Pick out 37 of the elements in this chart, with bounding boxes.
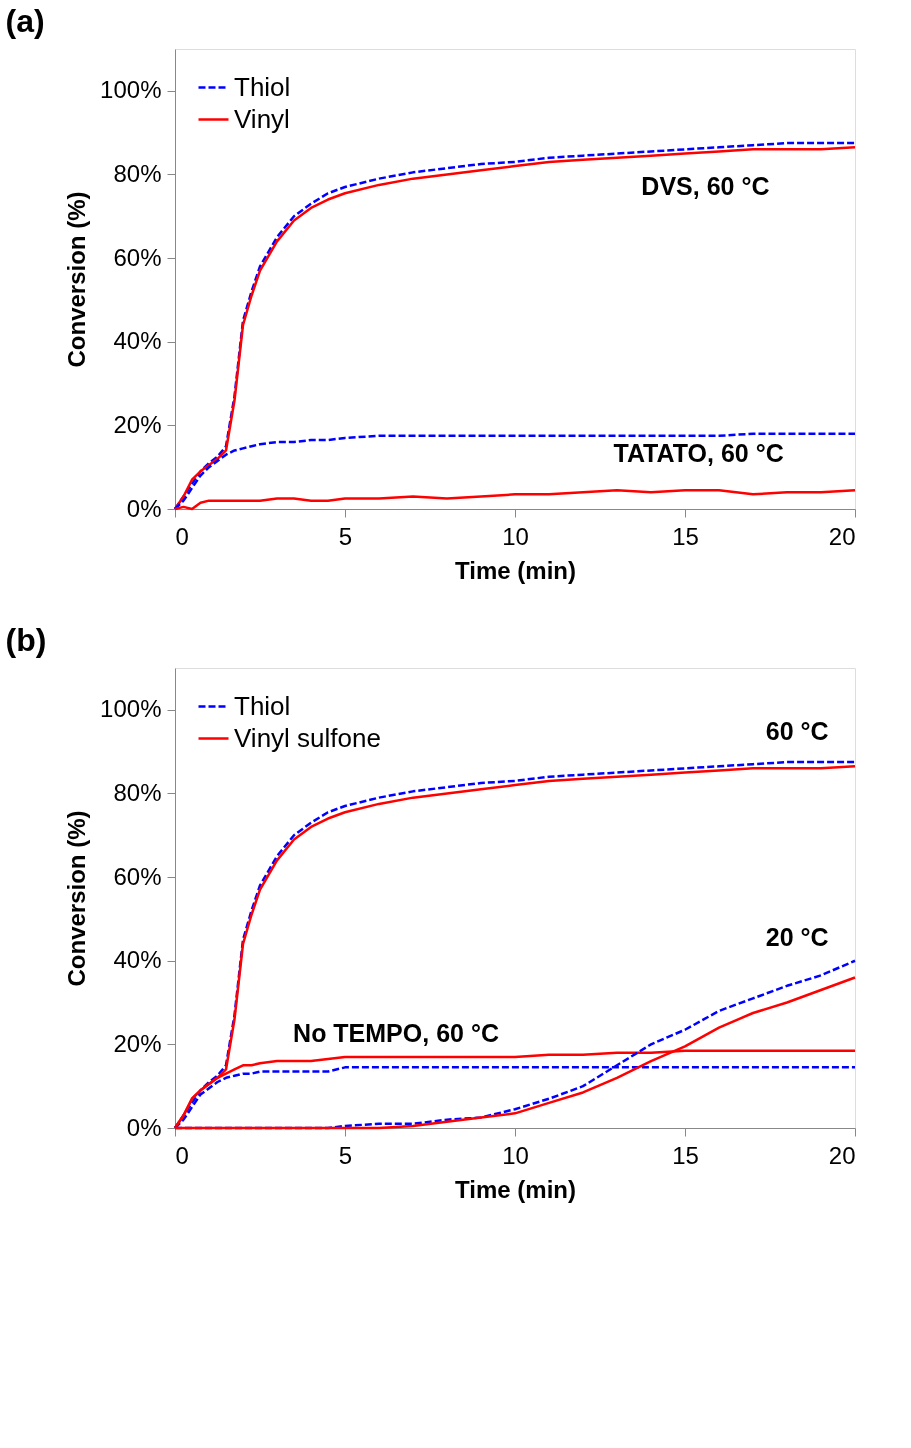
- y-axis-title: Conversion (%): [63, 810, 91, 987]
- x-axis-title: Time (min): [455, 1175, 576, 1203]
- y-tick-label: 60%: [113, 243, 162, 271]
- x-tick-label: 15: [672, 1141, 699, 1169]
- annotation: DVS, 60 °C: [641, 172, 770, 200]
- y-tick-label: 20%: [113, 410, 162, 438]
- y-tick-label: 60%: [113, 862, 162, 890]
- chart-title: (a): [5, 3, 45, 39]
- y-axis-title: Conversion (%): [63, 191, 91, 368]
- x-tick-label: 15: [672, 522, 699, 550]
- annotation: 60 °C: [765, 717, 829, 746]
- y-tick-label: 0%: [126, 494, 162, 522]
- x-tick-label: 0: [175, 522, 189, 550]
- legend-label: Vinyl: [234, 103, 290, 134]
- x-tick-label: 10: [502, 1141, 529, 1169]
- y-tick-label: 80%: [113, 159, 162, 187]
- chart-title: (b): [5, 622, 47, 658]
- annotation: 20 °C: [765, 922, 829, 951]
- y-tick-label: 100%: [100, 76, 162, 104]
- x-tick-label: 10: [502, 522, 529, 550]
- x-tick-label: 20: [828, 1141, 856, 1169]
- y-tick-label: 100%: [100, 695, 162, 723]
- annotation: TATATO, 60 °C: [613, 438, 784, 467]
- x-tick-label: 5: [338, 522, 353, 550]
- y-tick-label: 80%: [113, 778, 162, 806]
- annotation: No TEMPO, 60 °C: [293, 1018, 499, 1047]
- legend-label: Thiol: [234, 71, 291, 102]
- x-tick-label: 20: [828, 522, 856, 550]
- y-tick-label: 20%: [113, 1029, 162, 1057]
- x-tick-label: 0: [175, 1141, 189, 1169]
- y-tick-label: 40%: [113, 946, 162, 974]
- y-tick-label: 40%: [113, 327, 162, 355]
- legend-label: Thiol: [234, 690, 291, 721]
- x-tick-label: 5: [338, 1141, 353, 1169]
- legend-label: Vinyl sulfone: [234, 722, 381, 753]
- x-axis-title: Time (min): [455, 556, 576, 584]
- y-tick-label: 0%: [126, 1113, 162, 1141]
